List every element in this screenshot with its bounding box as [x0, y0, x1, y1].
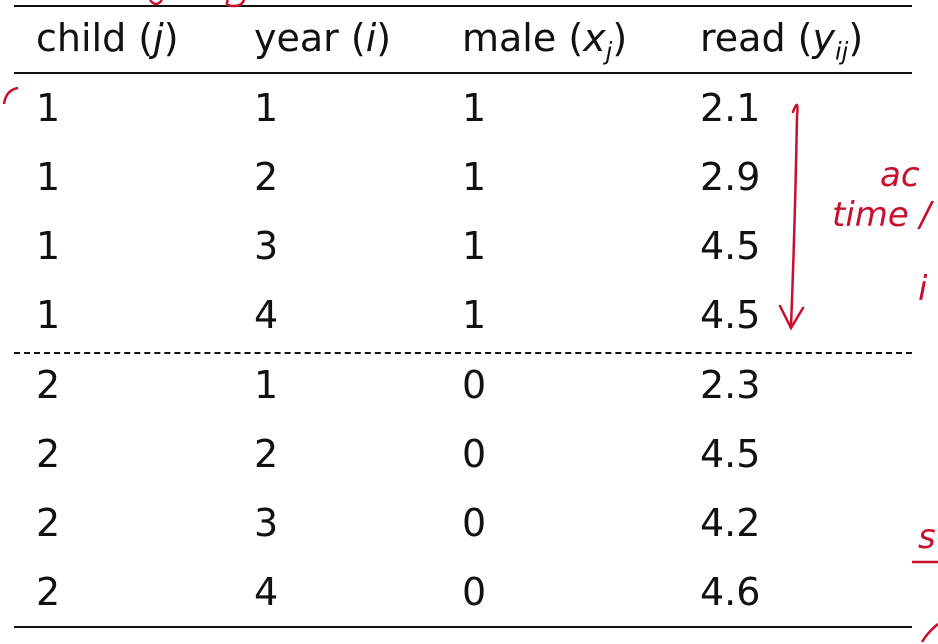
ink-left-hook [2, 86, 19, 105]
table-cell: 1 [36, 86, 61, 130]
ink-note-i: i [918, 269, 928, 309]
table-cell: 1 [462, 293, 487, 337]
table-cell: 4 [254, 293, 279, 337]
table-cell: 1 [36, 155, 61, 199]
group-separator [14, 352, 912, 354]
header-male: male (xj) [462, 16, 628, 66]
table-cell: 0 [462, 501, 487, 545]
table-cell: 1 [36, 293, 61, 337]
header-male-symbol: x [583, 16, 606, 60]
table-cell: 2 [36, 432, 61, 476]
header-year: year (i) [254, 16, 392, 60]
header-year-name: year [254, 16, 339, 60]
table-cell: 1 [254, 363, 279, 407]
ink-note-ac: ac [880, 155, 920, 195]
bottom-rule [14, 626, 912, 628]
table-cell: 4.5 [700, 432, 761, 476]
header-male-name: male [462, 16, 557, 60]
table-cell: 1 [36, 224, 61, 268]
header-child-name: child [36, 16, 127, 60]
table-cell: 1 [462, 224, 487, 268]
table-cell: 2.1 [700, 86, 761, 130]
ink-note-s: s [918, 517, 936, 557]
table-cell: 2 [36, 501, 61, 545]
table-cell: 4 [254, 570, 279, 614]
header-child-symbol: j [153, 16, 164, 60]
header-rule [14, 72, 912, 74]
table-cell: 0 [462, 432, 487, 476]
header-child: child (j) [36, 16, 179, 60]
ink-bottom-stroke [920, 623, 938, 643]
table-cell: 0 [462, 570, 487, 614]
table-cell: 1 [254, 86, 279, 130]
table-cell: 2 [36, 570, 61, 614]
table-cell: 4.5 [700, 224, 761, 268]
table-cell: 2.3 [700, 363, 761, 407]
ink-down-arrow [778, 103, 805, 331]
table-cell: 4.5 [700, 293, 761, 337]
header-read-subscript: ij [834, 37, 849, 66]
table-cell: 0 [462, 363, 487, 407]
ink-note-time: time / [832, 195, 935, 235]
table-cell: 2 [254, 432, 279, 476]
table-cell: 4.6 [700, 570, 761, 614]
header-read-symbol: y [812, 16, 835, 60]
header-read: read (yij) [700, 16, 864, 66]
header-year-symbol: i [365, 16, 377, 60]
table-cell: 4.2 [700, 501, 761, 545]
table-cell: 2 [36, 363, 61, 407]
table-cell: 2 [254, 155, 279, 199]
header-read-name: read [700, 16, 786, 60]
table-cell: 2.9 [700, 155, 761, 199]
header-male-subscript: j [605, 37, 613, 66]
table-cell: 1 [462, 155, 487, 199]
table-cell: 3 [254, 501, 279, 545]
top-rule [14, 5, 912, 7]
ink-top-squiggle [149, 0, 246, 8]
table-cell: 1 [462, 86, 487, 130]
table-cell: 3 [254, 224, 279, 268]
